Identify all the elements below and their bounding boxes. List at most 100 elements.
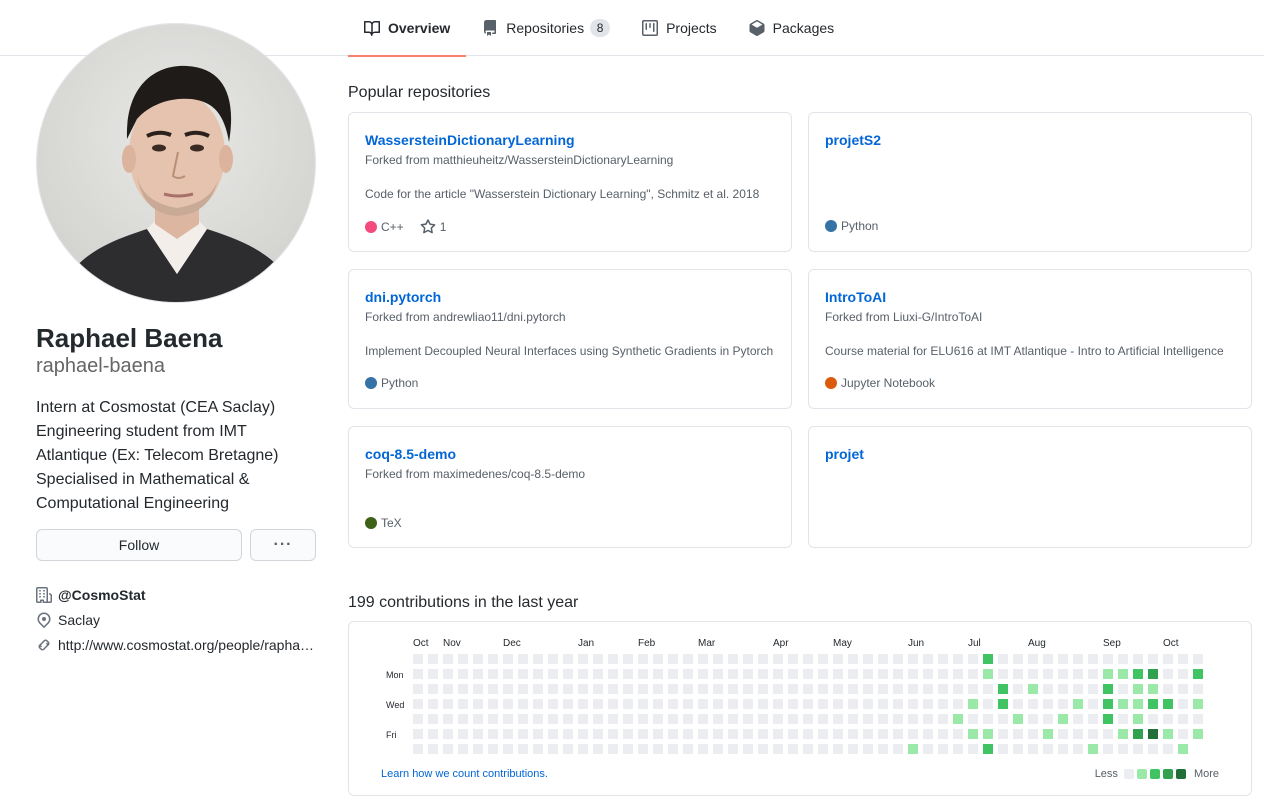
- contribution-day-cell[interactable]: [878, 714, 888, 724]
- contribution-day-cell[interactable]: [1058, 714, 1068, 724]
- contribution-day-cell[interactable]: [818, 744, 828, 754]
- contribution-day-cell[interactable]: [698, 714, 708, 724]
- contribution-day-cell[interactable]: [863, 699, 873, 709]
- profile-website[interactable]: http://www.cosmostat.org/people/raphael-…: [36, 632, 318, 657]
- contribution-day-cell[interactable]: [668, 669, 678, 679]
- contribution-day-cell[interactable]: [968, 729, 978, 739]
- contribution-day-cell[interactable]: [1118, 714, 1128, 724]
- tab-overview[interactable]: Overview: [348, 0, 467, 57]
- contribution-day-cell[interactable]: [788, 699, 798, 709]
- contribution-day-cell[interactable]: [923, 669, 933, 679]
- contribution-day-cell[interactable]: [698, 684, 708, 694]
- contribution-day-cell[interactable]: [803, 744, 813, 754]
- contribution-day-cell[interactable]: [983, 699, 993, 709]
- contribution-day-cell[interactable]: [1148, 654, 1158, 664]
- contribution-day-cell[interactable]: [1193, 714, 1203, 724]
- contribution-day-cell[interactable]: [428, 684, 438, 694]
- contribution-day-cell[interactable]: [1163, 684, 1173, 694]
- contribution-day-cell[interactable]: [773, 729, 783, 739]
- contribution-day-cell[interactable]: [833, 714, 843, 724]
- contribution-day-cell[interactable]: [623, 714, 633, 724]
- contribution-day-cell[interactable]: [503, 654, 513, 664]
- contribution-day-cell[interactable]: [563, 714, 573, 724]
- contribution-day-cell[interactable]: [683, 699, 693, 709]
- contribution-day-cell[interactable]: [998, 699, 1008, 709]
- contribution-day-cell[interactable]: [1118, 699, 1128, 709]
- contribution-day-cell[interactable]: [668, 744, 678, 754]
- contribution-day-cell[interactable]: [908, 699, 918, 709]
- contribution-day-cell[interactable]: [713, 714, 723, 724]
- contribution-day-cell[interactable]: [1043, 684, 1053, 694]
- contribution-day-cell[interactable]: [458, 684, 468, 694]
- contribution-day-cell[interactable]: [1118, 729, 1128, 739]
- contribution-day-cell[interactable]: [818, 714, 828, 724]
- contribution-day-cell[interactable]: [833, 654, 843, 664]
- repo-name-link[interactable]: projetS2: [825, 132, 882, 148]
- contribution-day-cell[interactable]: [923, 744, 933, 754]
- contribution-day-cell[interactable]: [743, 699, 753, 709]
- contribution-day-cell[interactable]: [458, 729, 468, 739]
- contribution-day-cell[interactable]: [818, 669, 828, 679]
- contribution-day-cell[interactable]: [938, 669, 948, 679]
- contribution-day-cell[interactable]: [1088, 729, 1098, 739]
- contribution-day-cell[interactable]: [653, 684, 663, 694]
- contribution-day-cell[interactable]: [1163, 699, 1173, 709]
- contribution-day-cell[interactable]: [1178, 714, 1188, 724]
- contribution-day-cell[interactable]: [863, 684, 873, 694]
- contribution-day-cell[interactable]: [743, 744, 753, 754]
- contribution-day-cell[interactable]: [953, 699, 963, 709]
- contribution-day-cell[interactable]: [1163, 714, 1173, 724]
- contribution-day-cell[interactable]: [413, 714, 423, 724]
- contribution-day-cell[interactable]: [518, 729, 528, 739]
- contribution-day-cell[interactable]: [683, 714, 693, 724]
- contribution-day-cell[interactable]: [698, 729, 708, 739]
- contribution-day-cell[interactable]: [998, 654, 1008, 664]
- tab-packages[interactable]: Packages: [733, 0, 850, 56]
- contribution-day-cell[interactable]: [503, 669, 513, 679]
- contribution-day-cell[interactable]: [833, 669, 843, 679]
- contribution-day-cell[interactable]: [1103, 744, 1113, 754]
- contribution-day-cell[interactable]: [578, 699, 588, 709]
- contribution-day-cell[interactable]: [683, 684, 693, 694]
- contribution-day-cell[interactable]: [758, 669, 768, 679]
- contribution-day-cell[interactable]: [443, 714, 453, 724]
- contribution-day-cell[interactable]: [428, 654, 438, 664]
- contribution-day-cell[interactable]: [863, 729, 873, 739]
- contribution-day-cell[interactable]: [1148, 684, 1158, 694]
- contribution-day-cell[interactable]: [638, 744, 648, 754]
- contribution-day-cell[interactable]: [1043, 699, 1053, 709]
- contribution-day-cell[interactable]: [893, 684, 903, 694]
- contribution-day-cell[interactable]: [443, 744, 453, 754]
- contribution-day-cell[interactable]: [503, 714, 513, 724]
- contribution-day-cell[interactable]: [608, 684, 618, 694]
- contribution-day-cell[interactable]: [818, 729, 828, 739]
- contribution-day-cell[interactable]: [788, 669, 798, 679]
- contribution-day-cell[interactable]: [473, 744, 483, 754]
- contribution-day-cell[interactable]: [458, 654, 468, 664]
- contribution-day-cell[interactable]: [623, 669, 633, 679]
- repo-name-link[interactable]: projet: [825, 446, 864, 462]
- contribution-day-cell[interactable]: [668, 714, 678, 724]
- contribution-day-cell[interactable]: [638, 714, 648, 724]
- repo-name-link[interactable]: dni.pytorch: [365, 289, 442, 305]
- contribution-day-cell[interactable]: [623, 744, 633, 754]
- contribution-day-cell[interactable]: [968, 744, 978, 754]
- contribution-day-cell[interactable]: [503, 684, 513, 694]
- contribution-day-cell[interactable]: [683, 744, 693, 754]
- contribution-day-cell[interactable]: [578, 729, 588, 739]
- contribution-day-cell[interactable]: [683, 669, 693, 679]
- contribution-day-cell[interactable]: [593, 699, 603, 709]
- contribution-day-cell[interactable]: [1133, 714, 1143, 724]
- contribution-day-cell[interactable]: [1028, 654, 1038, 664]
- contribution-day-cell[interactable]: [473, 729, 483, 739]
- contribution-day-cell[interactable]: [698, 669, 708, 679]
- contribution-day-cell[interactable]: [863, 654, 873, 664]
- contribution-day-cell[interactable]: [473, 654, 483, 664]
- contribution-day-cell[interactable]: [428, 669, 438, 679]
- contribution-day-cell[interactable]: [533, 699, 543, 709]
- contribution-day-cell[interactable]: [593, 729, 603, 739]
- contribution-day-cell[interactable]: [428, 714, 438, 724]
- contribution-day-cell[interactable]: [1043, 729, 1053, 739]
- contribution-day-cell[interactable]: [1013, 714, 1023, 724]
- contribution-day-cell[interactable]: [848, 729, 858, 739]
